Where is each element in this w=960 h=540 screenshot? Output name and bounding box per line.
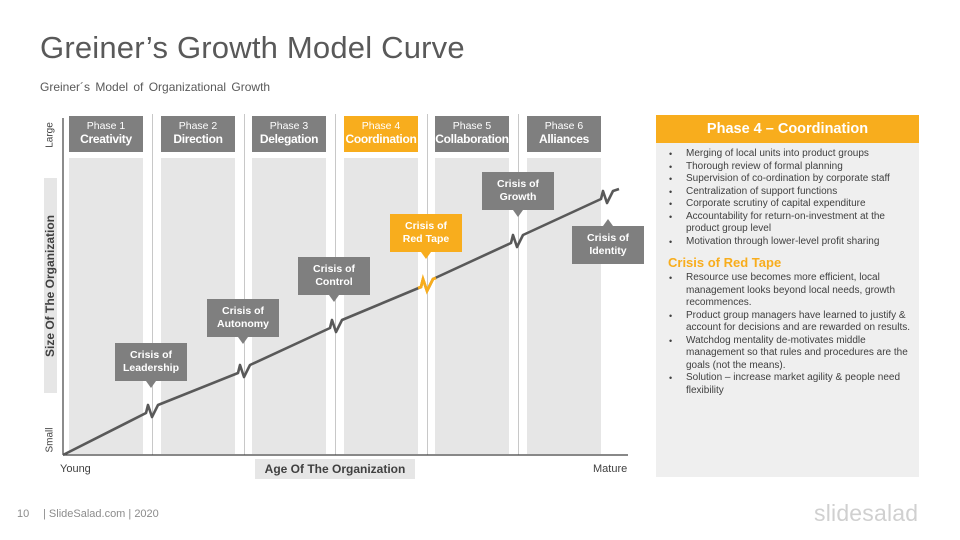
phase-header-6: Phase 6 Alliances (527, 116, 601, 152)
callout-crisis-growth: Crisis of Growth (482, 172, 554, 217)
list-item: Accountability for return-on-investment … (669, 211, 911, 236)
list-item: Watchdog mentality de-motivates middle m… (669, 335, 911, 373)
callout-crisis-control: Crisis of Control (298, 257, 370, 302)
phase-header-3: Phase 3 Delegation (252, 116, 326, 152)
list-item: Motivation through lower-level profit sh… (669, 236, 911, 249)
phase-header-4: Phase 4 Coordination (344, 116, 418, 152)
phase-divider (427, 114, 428, 455)
list-item: Product group managers have learned to j… (669, 310, 911, 335)
phase-number: Phase 3 (269, 120, 309, 132)
phase-number: Phase 6 (544, 120, 584, 132)
list-item: Supervision of co-ordination by corporat… (669, 173, 911, 186)
crisis-heading: Crisis of Red Tape (668, 255, 782, 270)
phase-detail-panel: Phase 4 – Coordination Merging of local … (656, 115, 919, 477)
footer-text: | SlideSalad.com | 2020 (43, 508, 159, 520)
slide-title: Greiner’s Growth Model Curve (40, 30, 465, 65)
phase-number: Phase 4 (361, 120, 401, 132)
phase-column-1 (69, 158, 143, 454)
x-axis-left-label: Young (60, 463, 91, 475)
phase-name: Alliances (539, 132, 589, 146)
callout-crisis-autonomy: Crisis of Autonomy (207, 299, 279, 344)
list-item: Corporate scrutiny of capital expenditur… (669, 198, 911, 211)
growth-curve-line (62, 187, 620, 457)
list-item: Resource use becomes more efficient, loc… (669, 272, 911, 310)
phase-divider (152, 114, 153, 455)
phase-column-4 (344, 158, 418, 454)
page-number: 10 (17, 508, 30, 520)
phase-number: Phase 5 (452, 120, 492, 132)
red-tape-crisis-mark (417, 273, 437, 295)
slide-subtitle: Greiner´s Model of Organizational Growth (40, 80, 271, 94)
phase-name: Creativity (80, 132, 132, 146)
list-item: Merging of local units into product grou… (669, 148, 911, 161)
list-item: Centralization of support functions (669, 186, 911, 199)
phase-divider (518, 114, 519, 455)
phase-number: Phase 2 (178, 120, 218, 132)
y-axis-label-bar (44, 178, 57, 393)
phase-header-1: Phase 1 Creativity (69, 116, 143, 152)
callout-crisis-identity: Crisis of Identity (572, 219, 644, 264)
phase-header-5: Phase 5 Collaboration (435, 116, 509, 152)
phase-points-list: Merging of local units into product grou… (656, 148, 919, 248)
phase-header-2: Phase 2 Direction (161, 116, 235, 152)
crisis-points-list: Resource use becomes more efficient, loc… (656, 272, 919, 397)
phase-name: Delegation (259, 132, 319, 146)
callout-crisis-leadership: Crisis of Leadership (115, 343, 187, 388)
x-axis-label: Age Of The Organization (255, 459, 415, 479)
phase-name: Collaboration (435, 132, 509, 146)
x-axis-right-label: Mature (593, 463, 628, 475)
phase-name: Coordination (345, 132, 417, 146)
list-item: Solution – increase market agility & peo… (669, 372, 911, 397)
phase-name: Direction (173, 132, 223, 146)
phase-number: Phase 1 (86, 120, 126, 132)
brand-logo: slidesalad (814, 500, 919, 526)
panel-heading: Phase 4 – Coordination (656, 115, 919, 143)
callout-crisis-red-tape: Crisis of Red Tape (390, 214, 462, 259)
phase-divider (244, 114, 245, 455)
list-item: Thorough review of formal planning (669, 161, 911, 174)
